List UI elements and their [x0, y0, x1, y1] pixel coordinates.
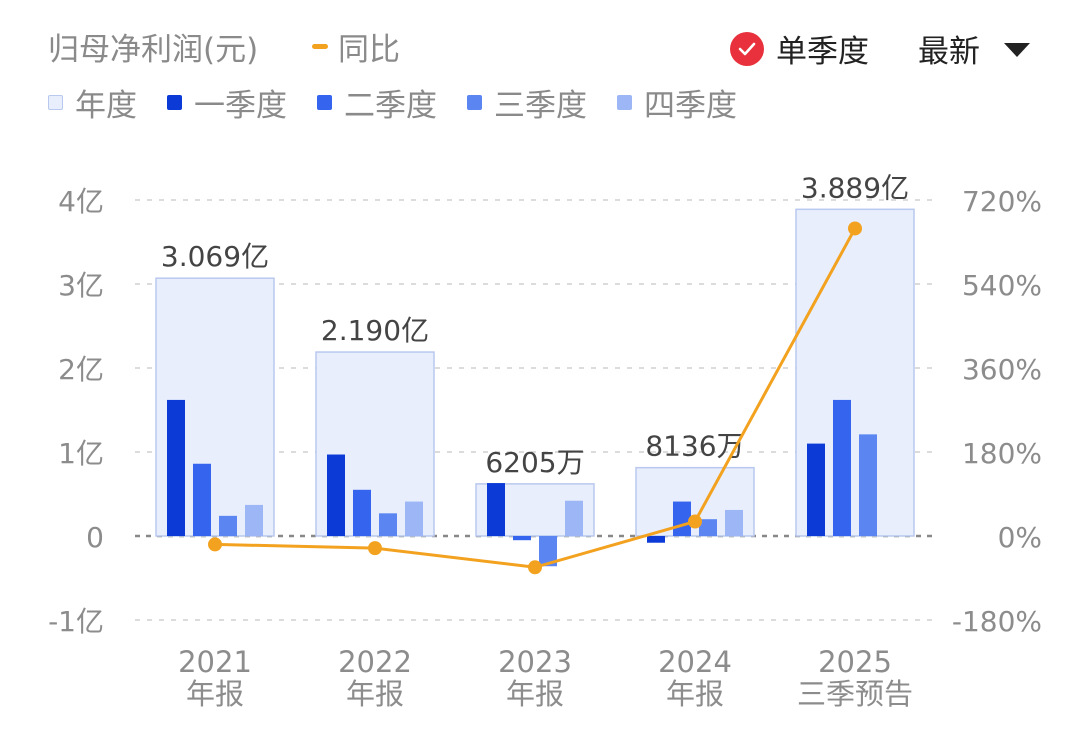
quarter-bar	[327, 454, 345, 536]
y-tick-label: 4亿	[58, 185, 104, 218]
single-quarter-label: 单季度	[776, 34, 869, 70]
x-tick-year: 2025	[818, 645, 892, 679]
legend-label: 一季度	[194, 88, 287, 124]
legend-item[interactable]: 四季度	[617, 80, 737, 125]
quarter-bar	[193, 463, 211, 536]
annual-value-label: 2.190亿	[321, 314, 429, 347]
quarter-bar	[699, 519, 717, 536]
quarter-bar	[673, 501, 691, 536]
legend-swatch	[617, 95, 632, 110]
y-tick-label: -1亿	[48, 605, 104, 638]
single-quarter-toggle[interactable]: 单季度	[730, 26, 869, 71]
y2-tick-label: 180%	[962, 437, 1042, 470]
y2-tick-label: 720%	[962, 185, 1042, 218]
annual-value-label: 8136万	[645, 430, 744, 463]
x-tick-year: 2021	[178, 645, 252, 679]
legend-swatch	[167, 95, 182, 110]
sort-label: 最新	[918, 34, 980, 70]
legend-swatch	[317, 95, 332, 110]
quarter-bar	[859, 434, 877, 536]
yoy-point	[208, 537, 222, 552]
x-tick-label: 年报	[666, 677, 724, 711]
legend-label: 三季度	[494, 88, 587, 124]
y-tick-label: 1亿	[58, 437, 104, 470]
quarter-bar	[833, 399, 851, 536]
legend-label: 四季度	[644, 88, 737, 124]
sort-dropdown[interactable]: 最新	[918, 26, 1030, 71]
annual-value-label: 6205万	[485, 446, 584, 479]
quarter-bar	[725, 509, 743, 536]
yoy-legend-label: 同比	[338, 32, 400, 68]
y-tick-label: 3亿	[58, 269, 104, 302]
chart-header: 归母净利润(元) 同比 单季度 最新 年度 一季度 二季度 三季度 四季度	[0, 0, 1088, 130]
yoy-legend[interactable]: 同比	[312, 24, 400, 69]
yoy-point	[848, 221, 862, 236]
y-tick-label: 2亿	[58, 353, 104, 386]
quarter-bar	[245, 504, 263, 536]
x-tick-year: 2024	[658, 645, 732, 679]
chart-title: 归母净利润(元)	[48, 32, 259, 68]
quarter-bar	[219, 515, 237, 536]
x-tick-year: 2022	[338, 645, 412, 679]
annual-value-label: 3.069亿	[161, 240, 269, 273]
yoy-point	[528, 560, 542, 575]
quarter-bar	[405, 501, 423, 536]
yoy-point	[688, 514, 702, 529]
quarter-bar	[565, 500, 583, 536]
x-tick-label: 年报	[186, 677, 244, 711]
x-tick-label: 年报	[506, 677, 564, 711]
yoy-point	[368, 541, 382, 556]
y2-tick-label: -180%	[952, 605, 1042, 638]
series-legend: 年度 一季度 二季度 三季度 四季度	[48, 80, 767, 125]
quarter-bar	[487, 483, 505, 536]
x-tick-label: 年报	[346, 677, 404, 711]
quarter-bar	[167, 399, 185, 536]
legend-label: 二季度	[344, 88, 437, 124]
quarter-bar	[647, 536, 665, 543]
quarter-bar	[353, 489, 371, 536]
legend-swatch	[467, 95, 482, 110]
yoy-line-swatch	[312, 44, 328, 49]
quarter-bar	[379, 513, 397, 536]
quarter-bar	[807, 443, 825, 536]
x-tick-label: 三季预告	[797, 677, 913, 711]
y2-tick-label: 360%	[962, 353, 1042, 386]
legend-swatch	[48, 95, 63, 110]
y2-tick-label: 540%	[962, 269, 1042, 302]
legend-item[interactable]: 三季度	[467, 80, 587, 125]
quarter-bar	[539, 536, 557, 567]
chart-area: 4亿 3亿 2亿 1亿 0 -1亿 720% 540% 360% 180% 0% -180% 3.069…	[48, 171, 1042, 711]
legend-label: 年度	[75, 88, 137, 124]
x-tick-year: 2023	[498, 645, 572, 679]
legend-item[interactable]: 一季度	[167, 80, 287, 125]
check-icon	[730, 31, 764, 66]
legend-item[interactable]: 二季度	[317, 80, 437, 125]
y-tick-label: 0	[86, 521, 104, 554]
caret-down-icon	[1004, 42, 1030, 57]
annual-value-label: 3.889亿	[801, 171, 909, 204]
legend-item[interactable]: 年度	[48, 80, 137, 125]
quarter-bar	[513, 536, 531, 541]
y2-tick-label: 0%	[998, 521, 1042, 554]
